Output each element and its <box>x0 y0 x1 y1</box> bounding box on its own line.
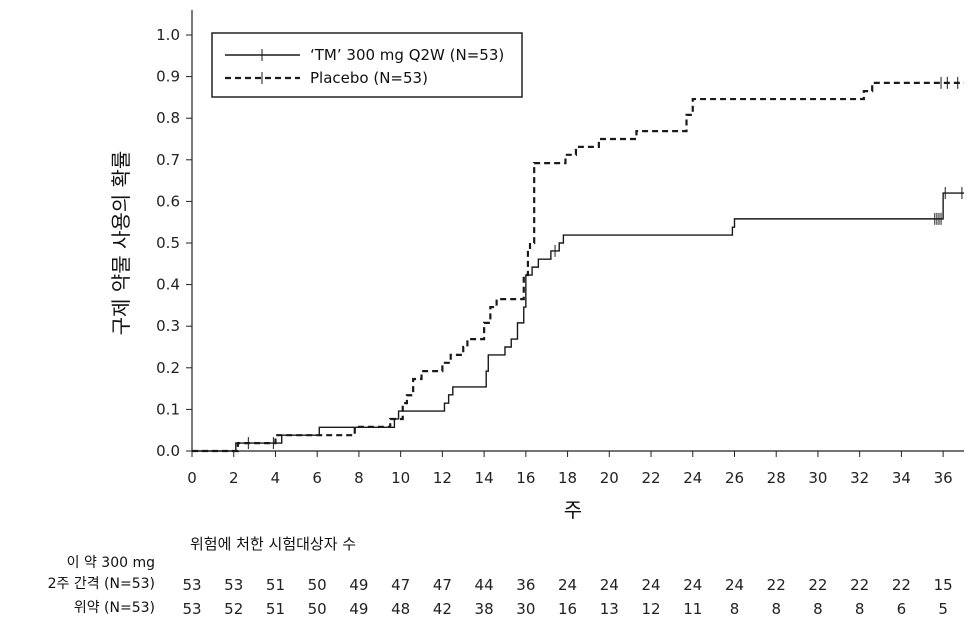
y-tick-label: 0.6 <box>156 192 180 210</box>
legend-label: ‘TM’ 300 mg Q2W (N=53) <box>310 46 504 64</box>
x-tick-label: 34 <box>892 469 911 487</box>
risk-cell: 8 <box>855 600 865 618</box>
x-tick-label: 30 <box>808 469 827 487</box>
x-tick-label: 12 <box>433 469 452 487</box>
y-tick-label: 0.3 <box>156 317 180 335</box>
x-tick-label: 32 <box>850 469 869 487</box>
y-tick-label: 0.1 <box>156 400 180 418</box>
x-tick-label: 36 <box>934 469 953 487</box>
risk-cell: 15 <box>934 576 953 594</box>
series-layer <box>192 76 964 453</box>
risk-cell: 44 <box>475 576 494 594</box>
x-tick-label: 2 <box>229 469 239 487</box>
x-tick-label: 10 <box>391 469 410 487</box>
x-tick-label: 16 <box>516 469 535 487</box>
series-line-tm <box>192 192 964 452</box>
x-tick-label: 4 <box>271 469 281 487</box>
risk-cell: 50 <box>308 576 327 594</box>
y-tick-label: 0.0 <box>156 442 180 460</box>
risk-cell: 42 <box>433 600 452 618</box>
legend-box <box>211 32 523 98</box>
y-axis-title: 구제 약물 사용의 확률 <box>109 151 133 336</box>
risk-cell: 22 <box>808 576 827 594</box>
risk-cell: 24 <box>725 576 744 594</box>
risk-cell: 51 <box>266 576 285 594</box>
risk-cell: 47 <box>433 576 452 594</box>
risk-cell: 8 <box>730 600 740 618</box>
x-tick-label: 6 <box>312 469 322 487</box>
y-tick-label: 0.8 <box>156 109 180 127</box>
risk-cell: 53 <box>224 576 243 594</box>
y-tick-label: 0.9 <box>156 68 180 86</box>
risk-cell: 22 <box>892 576 911 594</box>
risk-cell: 49 <box>349 576 368 594</box>
legend: ‘TM’ 300 mg Q2W (N=53) Placebo (N=53) <box>211 32 523 98</box>
risk-cell: 8 <box>771 600 781 618</box>
risk-cell: 51 <box>266 600 285 618</box>
y-tick-label: 0.4 <box>156 276 180 294</box>
axes: 0.00.10.20.30.40.50.60.70.80.91.00 2 4 6 8 10… <box>156 10 964 487</box>
risk-row-label-drug-line2: 2주 간격 (N=53) <box>48 576 155 592</box>
risk-cell: 49 <box>349 600 368 618</box>
risk-cell: 36 <box>516 576 535 594</box>
risk-cell: 24 <box>641 576 660 594</box>
risk-cell: 38 <box>475 600 494 618</box>
risk-cell: 50 <box>308 600 327 618</box>
y-tick-label: 0.5 <box>156 234 180 252</box>
risk-table: 위험에 처한 시험대상자 수 이 약 300 mg 2주 간격 (N=53) 위… <box>48 535 953 618</box>
x-tick-label: 28 <box>767 469 786 487</box>
risk-cell: 53 <box>182 576 201 594</box>
risk-cell: 24 <box>558 576 577 594</box>
x-tick-label: 20 <box>600 469 619 487</box>
risk-cell: 13 <box>600 600 619 618</box>
risk-table-heading: 위험에 처한 시험대상자 수 <box>190 535 356 553</box>
legend-label: Placebo (N=53) <box>310 69 428 87</box>
y-tick-label: 1.0 <box>156 26 180 44</box>
x-tick-label: 0 <box>187 469 197 487</box>
y-tick-label: 0.2 <box>156 359 180 377</box>
risk-cell: 30 <box>516 600 535 618</box>
x-tick-label: 22 <box>641 469 660 487</box>
risk-cell: 52 <box>224 600 243 618</box>
risk-cell: 22 <box>850 576 869 594</box>
risk-cell: 48 <box>391 600 410 618</box>
risk-cell: 12 <box>641 600 660 618</box>
x-axis-title: 주 <box>564 498 582 522</box>
y-tick-label: 0.7 <box>156 151 180 169</box>
series-line-placebo <box>192 81 964 453</box>
risk-cell: 47 <box>391 576 410 594</box>
x-tick-label: 18 <box>558 469 577 487</box>
risk-cell: 8 <box>813 600 823 618</box>
risk-cell: 16 <box>558 600 577 618</box>
risk-cell: 11 <box>683 600 702 618</box>
x-tick-label: 14 <box>475 469 494 487</box>
risk-cell: 24 <box>600 576 619 594</box>
risk-cell: 53 <box>182 600 201 618</box>
risk-row-label-placebo: 위약 (N=53) <box>74 600 155 616</box>
risk-cell: 24 <box>683 576 702 594</box>
risk-cell: 6 <box>897 600 907 618</box>
risk-cell: 5 <box>938 600 948 618</box>
risk-row-label-drug-line1: 이 약 300 mg <box>67 555 155 571</box>
x-tick-label: 26 <box>725 469 744 487</box>
risk-cell: 22 <box>767 576 786 594</box>
x-tick-label: 24 <box>683 469 702 487</box>
x-tick-label: 8 <box>354 469 364 487</box>
